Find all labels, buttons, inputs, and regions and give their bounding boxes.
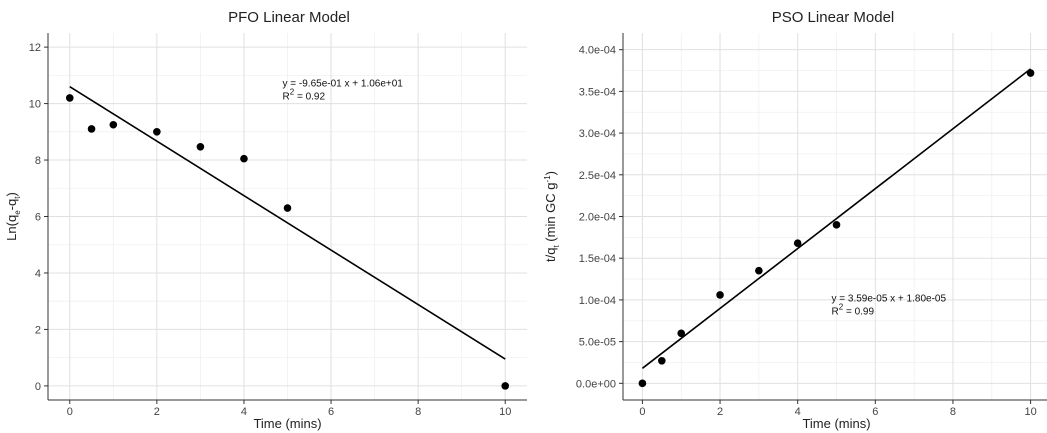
data-point (283, 204, 292, 212)
x-tick-label: 0 (639, 406, 645, 418)
chart-panel-1: 0 2 4 6 8 10 0 2 4 6 8 10 12 PFO Linear Model Time (mi… (4, 9, 527, 431)
data-point (153, 128, 161, 136)
r-squared: R2 = 0.92 (283, 88, 326, 103)
chart-panel-2: 0 2 4 6 8 10 0.0e+00 5.0e-05 1.0e-04 1.5e-04 2.0e-… (543, 9, 1047, 431)
y-tick-label: 1.5e-04 (579, 253, 616, 265)
fit-equation: y = -9.65e-01 x + 1.06e+01 (283, 79, 404, 90)
x-tick-label: 10 (499, 406, 511, 418)
data-point (638, 379, 647, 388)
data-point (109, 120, 118, 129)
y-tick-label: 8 (35, 155, 41, 167)
x-tick-label: 4 (795, 406, 801, 418)
y-tick-label: 12 (29, 42, 41, 54)
x-axis-label: Time (mins) (802, 416, 870, 431)
x-axis-label: Time (mins) (253, 416, 321, 431)
data-point (501, 382, 510, 390)
y-tick-label: 4.0e-04 (579, 45, 616, 57)
data-point (240, 154, 248, 163)
y-tick-label: 3.5e-04 (579, 86, 616, 98)
x-tick-label: 6 (328, 406, 334, 418)
y-tick-label: 10 (29, 99, 41, 111)
data-point (87, 125, 96, 133)
data-point (196, 142, 205, 151)
data-point (658, 356, 666, 365)
y-tick-label: 6 (35, 212, 41, 224)
data-point (793, 239, 802, 247)
data-point (677, 329, 686, 338)
y-axis-label: t/qt (min GC g-1) (543, 171, 561, 262)
fit-line (641, 68, 1032, 369)
x-tick-label: 0 (67, 406, 73, 418)
y-tick-label: 0.0e+00 (576, 378, 616, 390)
x-tick-label: 6 (872, 406, 878, 418)
fit-equation: y = 3.59e-05 x + 1.80e-05 (832, 294, 947, 305)
data-point (832, 221, 841, 229)
y-tick-label: 2.0e-04 (579, 212, 616, 224)
chart-title: PSO Linear Model (772, 9, 895, 26)
y-axis-label: Ln(qe-qt) (4, 192, 22, 241)
r-squared: R2 = 0.99 (832, 303, 875, 318)
x-tick-label: 8 (950, 406, 956, 418)
x-tick-label: 10 (1024, 406, 1036, 418)
y-tick-label: 2.5e-04 (579, 170, 616, 182)
y-tick-label: 5.0e-05 (579, 337, 616, 349)
data-point (755, 266, 763, 275)
x-tick-label: 8 (415, 406, 421, 418)
x-tick-label: 2 (154, 406, 160, 418)
y-tick-label: 3.0e-04 (579, 128, 616, 140)
y-tick-label: 0 (35, 381, 41, 393)
y-tick-label: 2 (35, 324, 41, 336)
x-tick-label: 2 (717, 406, 723, 418)
data-point (716, 291, 724, 299)
y-tick-label: 1.0e-04 (579, 295, 616, 307)
fit-line (69, 85, 506, 360)
y-tick-label: 4 (35, 268, 41, 280)
x-tick-label: 4 (241, 406, 247, 418)
chart-title: PFO Linear Model (228, 9, 350, 26)
data-point (65, 94, 74, 102)
data-point (1026, 69, 1035, 77)
